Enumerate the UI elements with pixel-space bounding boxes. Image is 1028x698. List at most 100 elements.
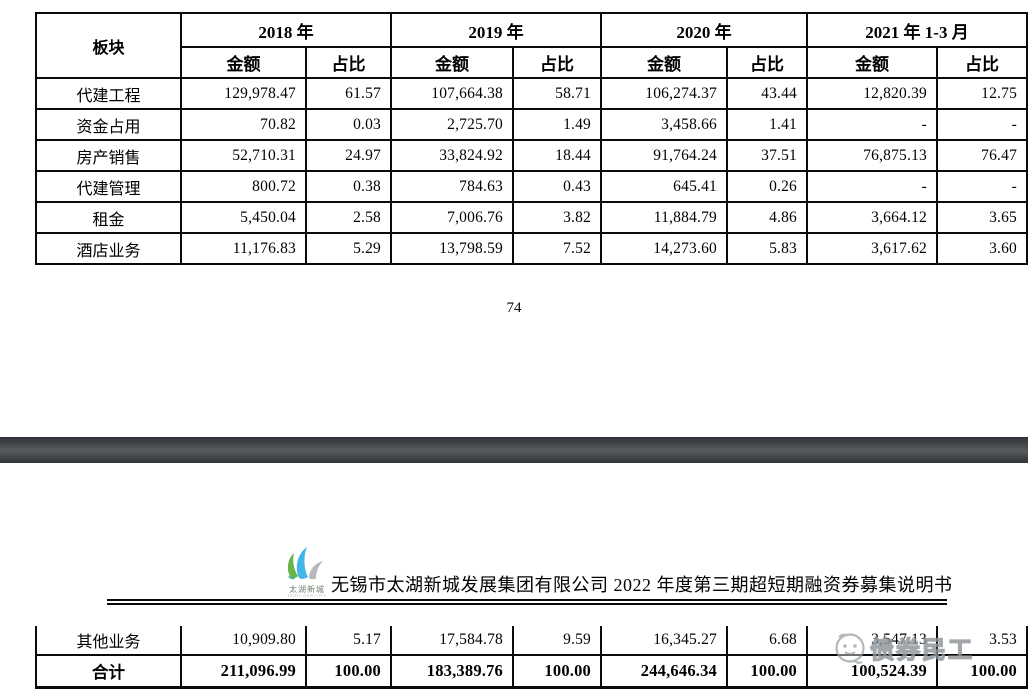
- cell-value: 3,547.13: [806, 626, 938, 656]
- table-row: 代建管理 800.72 0.38 784.63 0.43 645.41 0.26…: [35, 170, 1028, 203]
- table-row: 资金占用 70.82 0.03 2,725.70 1.49 3,458.66 1…: [35, 108, 1028, 141]
- cell-value: 0.26: [726, 170, 808, 203]
- subheader-ratio: 占比: [935, 46, 1028, 79]
- subheader-amount: 金额: [806, 46, 938, 79]
- cell-value: 100,524.39: [806, 654, 938, 689]
- segment-revenue-table: 板块 2018 年 2019 年 2020 年 2021 年 1-3 月 金额 …: [35, 12, 1028, 265]
- page-separator-band: [0, 437, 1028, 463]
- cell-value: 12,820.39: [806, 77, 938, 110]
- cell-value: 76,875.13: [806, 139, 938, 172]
- cell-value: 14,273.60: [600, 232, 728, 265]
- cell-value: 18.44: [512, 139, 602, 172]
- column-header-2021q1: 2021 年 1-3 月: [805, 12, 1028, 48]
- company-logo: 太湖新城 TAIHU NEW CITY: [278, 545, 336, 598]
- cell-value: 11,884.79: [600, 201, 728, 234]
- cell-value: 3,664.12: [806, 201, 938, 234]
- cell-value: 0.03: [305, 108, 392, 141]
- total-row: 合计 211,096.99 100.00 183,389.76 100.00 2…: [35, 654, 1028, 689]
- subheader-ratio: 占比: [726, 46, 808, 79]
- row-label: 酒店业务: [35, 232, 182, 265]
- cell-value: 645.41: [600, 170, 728, 203]
- subheader-amount: 金额: [390, 46, 514, 79]
- cell-value: 5.83: [726, 232, 808, 265]
- cell-value: 70.82: [180, 108, 307, 141]
- row-label: 其他业务: [35, 626, 182, 656]
- cell-value: 2,725.70: [390, 108, 514, 141]
- cell-value: 3.82: [512, 201, 602, 234]
- cell-value: 0.38: [305, 170, 392, 203]
- table-row: 房产销售 52,710.31 24.97 33,824.92 18.44 91,…: [35, 139, 1028, 172]
- cell-value: 6.68: [726, 626, 808, 656]
- cell-value: 129,978.47: [180, 77, 307, 110]
- column-header-2019: 2019 年: [390, 12, 602, 48]
- column-header-2020: 2020 年: [600, 12, 808, 48]
- cell-value: 100.00: [512, 654, 602, 689]
- header-double-rule: [107, 599, 947, 605]
- cell-value: -: [806, 170, 938, 203]
- document-header-title: 无锡市太湖新城发展集团有限公司 2022 年度第三期超短期融资券募集说明书: [331, 575, 953, 595]
- cell-value: 52,710.31: [180, 139, 307, 172]
- cell-value: 3,617.62: [806, 232, 938, 265]
- cell-value: 5.17: [305, 626, 392, 656]
- cell-value: 100.00: [936, 654, 1028, 689]
- cell-value: 17,584.78: [390, 626, 514, 656]
- cell-value: 211,096.99: [180, 654, 307, 689]
- row-label: 资金占用: [35, 108, 182, 141]
- cell-value: 10,909.80: [180, 626, 307, 656]
- cell-value: 100.00: [726, 654, 808, 689]
- cell-value: 106,274.37: [600, 77, 728, 110]
- cell-value: 2.58: [305, 201, 392, 234]
- cell-value: 58.71: [512, 77, 602, 110]
- subheader-amount: 金额: [180, 46, 307, 79]
- cell-value: 12.75: [935, 77, 1028, 110]
- cell-value: 3.53: [936, 626, 1028, 656]
- subheader-amount: 金额: [600, 46, 728, 79]
- taihu-new-city-logo-icon: [287, 547, 323, 580]
- cell-value: -: [935, 108, 1028, 141]
- table-row: 酒店业务 11,176.83 5.29 13,798.59 7.52 14,27…: [35, 232, 1028, 265]
- column-header-segment: 板块: [35, 12, 182, 79]
- cell-value: 24.97: [305, 139, 392, 172]
- row-label: 房产销售: [35, 139, 182, 172]
- cell-value: 5,450.04: [180, 201, 307, 234]
- cell-value: 7.52: [512, 232, 602, 265]
- subheader-ratio: 占比: [305, 46, 392, 79]
- cell-value: 76.47: [935, 139, 1028, 172]
- cell-value: 13,798.59: [390, 232, 514, 265]
- cell-value: 33,824.92: [390, 139, 514, 172]
- segment-revenue-table-continued: 其他业务 10,909.80 5.17 17,584.78 9.59 16,34…: [35, 626, 1028, 689]
- row-label: 代建管理: [35, 170, 182, 203]
- cell-value: 3,458.66: [600, 108, 728, 141]
- cell-value: -: [806, 108, 938, 141]
- cell-value: 3.60: [935, 232, 1028, 265]
- column-header-2018: 2018 年: [180, 12, 392, 48]
- logo-name-text: 太湖新城: [289, 585, 325, 594]
- cell-value: 183,389.76: [390, 654, 514, 689]
- cell-value: 43.44: [726, 77, 808, 110]
- cell-value: 4.86: [726, 201, 808, 234]
- row-label: 租金: [35, 201, 182, 234]
- cell-value: 800.72: [180, 170, 307, 203]
- cell-value: 784.63: [390, 170, 514, 203]
- cell-value: 107,664.38: [390, 77, 514, 110]
- subheader-ratio: 占比: [512, 46, 602, 79]
- cell-value: 61.57: [305, 77, 392, 110]
- cell-value: -: [935, 170, 1028, 203]
- cell-value: 244,646.34: [600, 654, 728, 689]
- table-row: 其他业务 10,909.80 5.17 17,584.78 9.59 16,34…: [35, 626, 1028, 656]
- cell-value: 5.29: [305, 232, 392, 265]
- cell-value: 1.41: [726, 108, 808, 141]
- cell-value: 3.65: [935, 201, 1028, 234]
- cell-value: 100.00: [305, 654, 392, 689]
- table-row: 租金 5,450.04 2.58 7,006.76 3.82 11,884.79…: [35, 201, 1028, 234]
- cell-value: 1.49: [512, 108, 602, 141]
- cell-value: 91,764.24: [600, 139, 728, 172]
- row-label: 代建工程: [35, 77, 182, 110]
- cell-value: 7,006.76: [390, 201, 514, 234]
- page-number: 74: [506, 300, 522, 316]
- cell-value: 16,345.27: [600, 626, 728, 656]
- table-row: 代建工程 129,978.47 61.57 107,664.38 58.71 1…: [35, 77, 1028, 110]
- row-label: 合计: [35, 654, 182, 689]
- cell-value: 11,176.83: [180, 232, 307, 265]
